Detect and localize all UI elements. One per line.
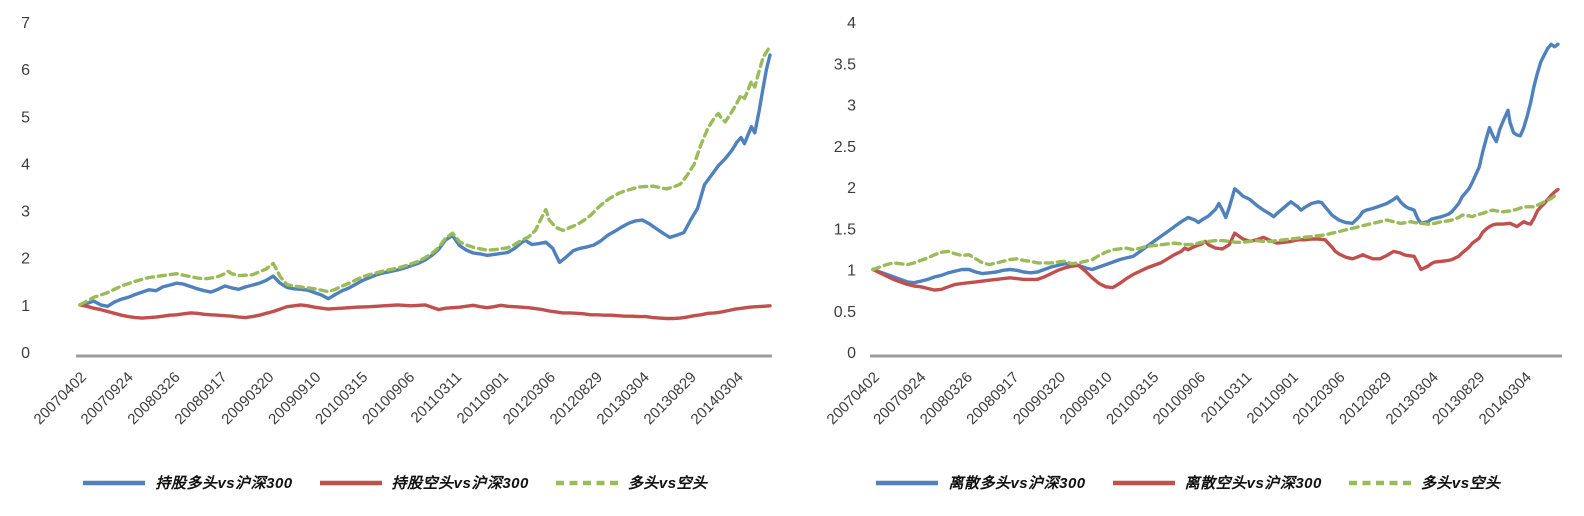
y-tick-label: 5 [21, 109, 30, 126]
series-line-red [871, 187, 1560, 292]
y-tick-label: 1 [847, 263, 856, 280]
y-tick-label: 2 [21, 251, 30, 268]
right-chart-legend: 离散多头vs沪深300 离散空头vs沪深300 多头vs空头 [792, 472, 1584, 493]
y-tick-label: 4 [847, 15, 856, 32]
series-line-red [78, 303, 772, 321]
legend-item: 持股多头vs沪深300 [82, 472, 292, 493]
series-line-green-dashed [78, 44, 772, 307]
y-tick-label: 0 [21, 345, 30, 362]
legend-swatch-dashed-line [1348, 480, 1411, 485]
y-tick-label: 1 [21, 298, 30, 315]
right-chart: 0 0.5 1 1.5 2 2.5 3 3.5 4 20070402 20070924 2008032… [792, 0, 1584, 516]
legend-label: 离散空头vs沪深300 [1184, 475, 1322, 492]
left-chart-plot: 0123456720070402200709242008032620080917… [21, 15, 772, 428]
legend-label: 持股空头vs沪深300 [391, 475, 529, 492]
legend-label: 离散多头vs沪深300 [948, 475, 1086, 492]
legend-item: 离散多头vs沪深300 [875, 472, 1085, 493]
series-line-blue [871, 42, 1560, 285]
legend-swatch-solid-line [1112, 480, 1175, 485]
y-tick-label: 0.5 [834, 304, 856, 321]
y-tick-label: 6 [21, 62, 30, 79]
legend-swatch-solid-line [83, 480, 146, 485]
y-tick-label: 2.5 [834, 139, 856, 156]
legend-swatch-solid-line [319, 480, 382, 485]
y-tick-label: 1.5 [834, 221, 856, 238]
legend-label: 多头vs空头 [627, 475, 708, 492]
series-line-blue [78, 53, 772, 308]
y-tick-label: 0 [847, 345, 856, 362]
left-chart: 0 1 2 3 4 5 6 7 20070402 20070924 20080326 20080917… [0, 0, 790, 516]
y-tick-label: 3 [21, 204, 30, 221]
legend-swatch-dashed-line [555, 480, 618, 485]
y-tick-label: 7 [21, 15, 30, 32]
legend-item: 多头vs空头 [555, 472, 708, 493]
left-chart-legend: 持股多头vs沪深300 持股空头vs沪深300 多头vs空头 [0, 472, 790, 493]
y-tick-label: 3.5 [834, 56, 856, 73]
y-tick-label: 3 [847, 98, 856, 115]
legend-swatch-solid-line [876, 480, 939, 485]
right-chart-plot: 00.511.522.533.5420070402200709242008032… [824, 15, 1562, 428]
series-line-green-dashed [871, 191, 1560, 272]
legend-item: 多头vs空头 [1348, 472, 1501, 493]
y-tick-label: 2 [847, 180, 856, 197]
legend-label: 持股多头vs沪深300 [155, 475, 293, 492]
legend-item: 持股空头vs沪深300 [319, 472, 529, 493]
y-tick-label: 4 [21, 156, 30, 173]
legend-item: 离散空头vs沪深300 [1112, 472, 1322, 493]
legend-label: 多头vs空头 [1420, 475, 1501, 492]
